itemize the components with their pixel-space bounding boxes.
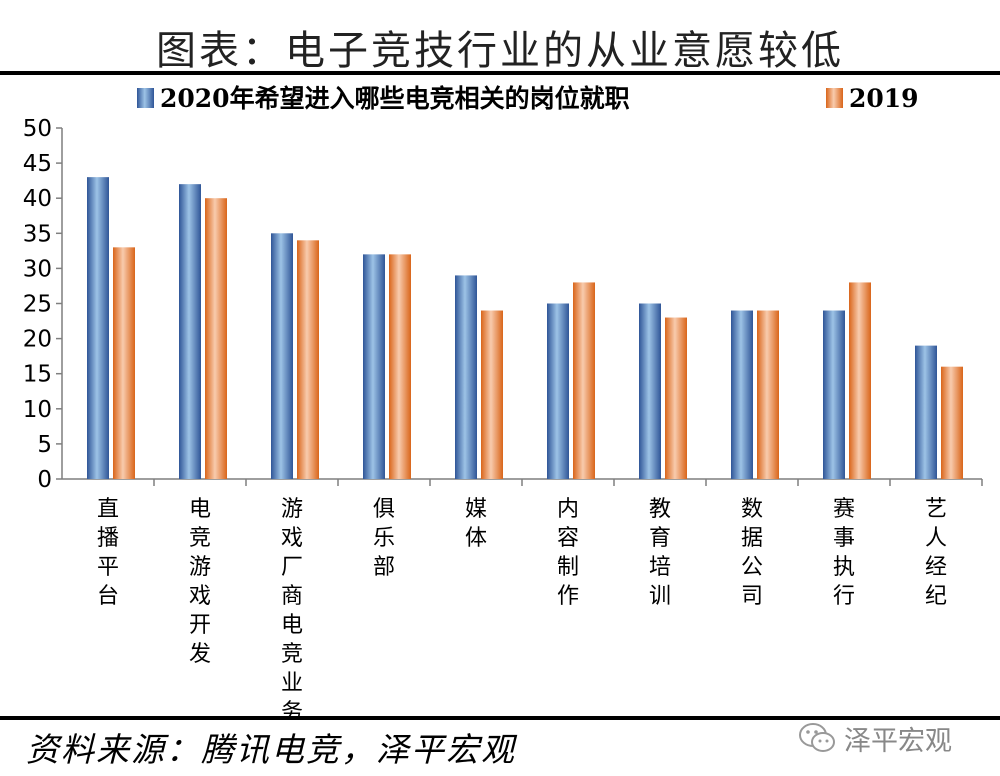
x-category-label-char: 厂 (281, 555, 303, 580)
plot-area: 05101520253035404550直播平台电竞游戏开发游戏厂商电竞业务俱乐… (23, 116, 983, 716)
brand-name: 泽平宏观 (844, 725, 952, 757)
brand-mark: 泽平宏观 (798, 718, 952, 758)
x-category-label-char: 育 (649, 526, 671, 551)
bar-series-2 (941, 366, 963, 479)
x-category-label-char: 开 (189, 613, 211, 638)
bar-series-2 (757, 310, 779, 479)
x-category-label-char: 行 (833, 584, 855, 609)
x-category-label-char: 竞 (281, 642, 303, 667)
x-category-label-char: 司 (741, 584, 763, 609)
x-category-label-char: 公 (741, 555, 763, 580)
x-category-label-char: 媒 (465, 497, 487, 522)
legend-label-series-1: 2020年希望进入哪些电竞相关的岗位就职 (160, 84, 630, 113)
x-category-label-char: 游 (281, 497, 303, 522)
x-category-label-char: 艺 (925, 497, 947, 522)
legend-swatch-series-2 (826, 88, 843, 108)
y-tick-label: 15 (23, 362, 52, 388)
page-title: 图表：电子竞技行业的从业意愿较低 (156, 28, 844, 74)
x-category-label-char: 经 (925, 555, 947, 580)
bar-chart: 2020年希望进入哪些电竞相关的岗位就职 2019 0 5 10 15 20 25 30 35… (23, 84, 983, 716)
bar-series-2 (573, 282, 595, 479)
x-category-label-char: 数 (741, 497, 763, 522)
bar-series-1 (547, 303, 569, 479)
x-category-label-char: 商 (281, 584, 303, 609)
bar-series-1 (87, 177, 109, 479)
y-tick-label: 50 (23, 116, 52, 142)
bar-series-1 (915, 345, 937, 479)
bar-series-2 (389, 254, 411, 479)
legend-swatch-series-1 (137, 88, 154, 108)
x-category-label-char: 游 (189, 555, 211, 580)
bar-series-1 (639, 303, 661, 479)
bottom-divider (0, 716, 1000, 720)
x-category-label-char: 业 (281, 671, 303, 696)
bar-series-2 (481, 310, 503, 479)
x-category-label-char: 台 (97, 584, 119, 609)
x-category-label-char: 作 (557, 584, 579, 609)
x-category-label-char: 执 (833, 555, 855, 580)
x-category-label-char: 俱 (373, 497, 395, 522)
bar-series-2 (205, 198, 227, 479)
x-category-label-char: 乐 (373, 526, 395, 551)
x-category-label-char: 电 (281, 613, 303, 638)
x-category-label-char: 据 (741, 526, 763, 551)
y-tick-label: 30 (23, 256, 52, 282)
x-category-label-char: 体 (465, 526, 487, 551)
bar-series-2 (849, 282, 871, 479)
x-category-label-char: 赛 (833, 497, 855, 522)
top-divider (0, 71, 1000, 75)
x-category-label-char: 发 (189, 642, 211, 667)
legend: 2020年希望进入哪些电竞相关的岗位就职 2019 (137, 84, 919, 113)
x-category-label-char: 电 (189, 497, 211, 522)
x-category-label-char: 教 (649, 497, 671, 522)
y-tick-label: 0 (37, 467, 52, 493)
x-category-label-char: 事 (833, 526, 855, 551)
source-note: 资料来源：腾讯电竞，泽平宏观 (26, 730, 516, 769)
x-category-label-char: 部 (373, 555, 395, 580)
x-category-label-char: 制 (557, 555, 579, 580)
legend-label-series-2: 2019 (849, 84, 919, 113)
bar-series-1 (731, 310, 753, 479)
x-category-label-char: 戏 (189, 584, 211, 609)
bar-series-1 (455, 275, 477, 479)
x-category-label-char: 容 (557, 526, 579, 551)
bar-series-1 (363, 254, 385, 479)
y-tick-label: 35 (23, 221, 52, 247)
x-category-label-char: 播 (97, 526, 119, 551)
x-category-label-char: 人 (925, 526, 947, 551)
x-category-label-char: 内 (557, 497, 579, 522)
y-tick-label: 25 (23, 292, 52, 318)
x-category-label-char: 培 (649, 555, 671, 580)
wechat-icon (799, 723, 835, 752)
x-category-label-char: 平 (97, 555, 119, 580)
bar-series-1 (179, 184, 201, 479)
y-tick-label: 5 (37, 432, 52, 458)
x-category-label-char: 纪 (925, 584, 947, 609)
x-category-label-char: 训 (649, 584, 671, 609)
y-tick-label: 20 (23, 327, 52, 353)
x-category-label-char: 直 (97, 497, 119, 522)
bar-series-2 (665, 317, 687, 479)
bar-series-2 (297, 240, 319, 479)
x-category-label-char: 戏 (281, 526, 303, 551)
bar-series-1 (823, 310, 845, 479)
y-tick-label: 45 (23, 151, 52, 177)
bar-series-2 (113, 247, 135, 479)
bar-series-1 (271, 233, 293, 479)
y-tick-label: 10 (23, 397, 52, 423)
x-category-label-char: 竞 (189, 526, 211, 551)
x-category-label-char: 务 (281, 700, 303, 716)
y-tick-label: 40 (23, 186, 52, 212)
